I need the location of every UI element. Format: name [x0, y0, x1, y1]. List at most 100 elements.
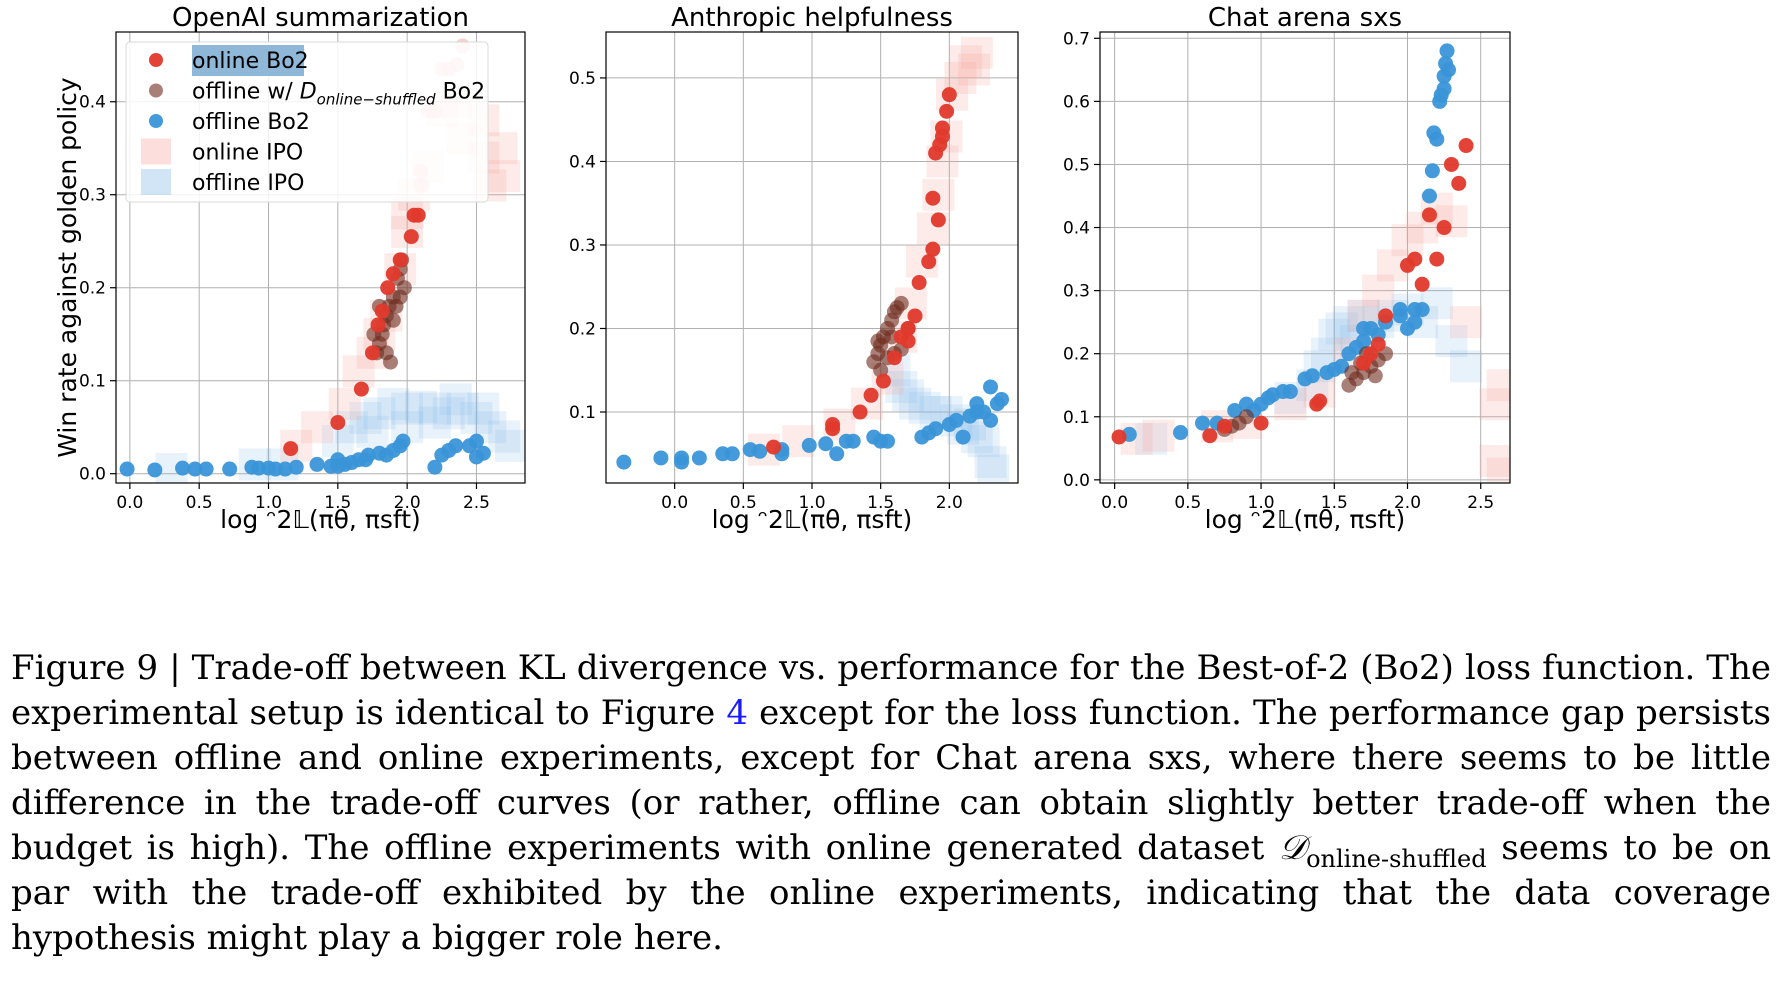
offline-bo2-marker [395, 433, 411, 449]
y-tick-label: 0.3 [569, 236, 596, 256]
x-tick-label: 1.0 [255, 493, 282, 513]
online-bo2-marker [911, 275, 927, 291]
offline-bo2-marker [309, 456, 325, 472]
online-bo2-marker [330, 415, 346, 431]
data-points [1111, 43, 1510, 483]
caption-text-1: Trade-off between KL divergence vs. perf… [11, 648, 1771, 733]
online-bo2-marker [886, 350, 902, 366]
y-tick-label: 0.5 [569, 69, 596, 89]
legend-marker-offline-bo2 [149, 114, 163, 128]
y-axis-label: Win rate against golden policy [53, 77, 82, 458]
offline-bo2-marker [818, 436, 834, 452]
offline-bo2-marker [801, 437, 817, 453]
x-tick-label: 0.5 [186, 493, 213, 513]
offline-ipo-marker [439, 383, 472, 416]
x-axis-label: log ᵔ2𝕃(πθ, πsft) [220, 505, 421, 534]
online-ipo-marker [1391, 224, 1424, 257]
chart-title: Chat arena sxs [1208, 3, 1402, 33]
chart-title: Anthropic helpfulness [671, 3, 953, 33]
y-tick-label: 0.3 [79, 186, 106, 206]
x-tick-label: 2.5 [1467, 493, 1494, 513]
legend-label: offline Bo2 [192, 110, 310, 135]
offline-bo2-marker [928, 421, 944, 437]
x-tick-label: 1.5 [1321, 493, 1348, 513]
offline-ipo-marker [432, 397, 465, 430]
offline-bo2-marker [955, 429, 971, 445]
online-bo2-marker [1378, 308, 1394, 324]
online-ipo-marker [342, 355, 375, 388]
online-bo2-marker [353, 381, 369, 397]
online-ipo-marker [488, 160, 521, 193]
legend-label-suffix: Bo2 [436, 80, 486, 105]
offline-shuffled-bo2-marker [893, 295, 909, 311]
offline-ipo-marker [356, 415, 389, 448]
offline-ipo-marker [377, 387, 410, 420]
offline-ipo-marker [418, 392, 451, 425]
offline-bo2-marker [288, 459, 304, 475]
online-bo2-marker [825, 417, 841, 433]
offline-bo2-marker [1439, 43, 1455, 59]
figure-panel: 0.0 0.5 1.0 1.5 2.0 2.5 0.0 0.1 0.2 0.3 0.4 OpenAI … [53, 3, 1511, 534]
offline-bo2-marker [187, 461, 203, 477]
y-tick-label: 0.1 [79, 372, 106, 392]
offline-bo2-marker [277, 461, 293, 477]
offline-bo2-marker [1227, 402, 1243, 418]
x-tick-label: 1.5 [867, 493, 894, 513]
offline-bo2-marker [330, 458, 346, 474]
online-ipo-marker [1142, 419, 1175, 452]
online-bo2-marker [1253, 415, 1269, 431]
online-bo2-marker [875, 373, 891, 389]
chart-1: 0.0 0.5 1.0 1.5 2.0 2.5 0.0 0.1 0.2 0.3 0.4 OpenAI … [53, 3, 526, 534]
online-ipo-marker [958, 53, 991, 86]
offline-shuffled-bo2-marker [378, 345, 394, 361]
offline-bo2-marker [1356, 320, 1372, 336]
offline-bo2-marker [752, 443, 768, 459]
x-axis-label: log ᵔ2𝕃(πθ, πsft) [1205, 505, 1406, 534]
offline-bo2-marker [1424, 163, 1440, 179]
offline-ipo-marker [908, 391, 941, 424]
y-tick-label: 0.0 [79, 465, 106, 485]
online-bo2-marker [1414, 276, 1430, 292]
offline-bo2-marker [691, 450, 707, 466]
online-bo2-marker [941, 87, 957, 103]
online-bo2-marker [1451, 175, 1467, 191]
dataset-symbol: 𝒟 [1278, 828, 1307, 868]
y-tick-label: 0.6 [1063, 92, 1090, 112]
offline-ipo-marker [418, 406, 451, 439]
offline-bo2-marker [1392, 302, 1408, 318]
online-ipo-marker [1486, 457, 1510, 483]
online-ipo-marker [1362, 274, 1395, 307]
offline-shuffled-bo2-marker [392, 289, 408, 305]
offline-ipo-marker [460, 401, 493, 434]
online-bo2-marker [852, 404, 868, 420]
online-bo2-marker [374, 303, 390, 319]
offline-bo2-marker [427, 459, 443, 475]
online-bo2-marker [934, 128, 950, 144]
y-tick-label: 0.4 [79, 93, 106, 113]
caption-text-2: except for the loss function. The perfor… [11, 693, 1771, 868]
offline-bo2-marker [845, 433, 861, 449]
offline-bo2-marker [653, 450, 669, 466]
y-tick-label: 0.2 [1063, 345, 1090, 365]
caption-text-3: seems to be on par with the trade-off ex… [11, 828, 1771, 958]
offline-bo2-marker [674, 454, 690, 470]
y-tick-label: 0.3 [1063, 282, 1090, 302]
offline-ipo-marker [1450, 350, 1483, 383]
offline-ipo-marker [363, 397, 396, 430]
online-ipo-marker [1450, 306, 1483, 339]
online-ipo-marker [960, 36, 993, 69]
legend-marker-online-ipo [141, 138, 171, 165]
offline-shuffled-bo2-marker [1344, 365, 1360, 381]
offline-bo2-marker [475, 445, 491, 461]
legend-box [125, 41, 489, 203]
figure-4-link[interactable]: 4 [726, 693, 749, 733]
offline-ipo-marker [495, 429, 525, 462]
x-tick-label: 0.0 [116, 493, 143, 513]
legend: online Bo2 offline w/ Donline−shuffled Bo… [125, 41, 489, 203]
legend-label: offline IPO [192, 171, 304, 196]
chart-title: OpenAI summarization [172, 3, 469, 33]
online-bo2-marker [1111, 429, 1127, 445]
online-bo2-marker [1429, 251, 1445, 267]
online-bo2-marker [921, 254, 937, 270]
online-bo2-marker [1421, 207, 1437, 223]
